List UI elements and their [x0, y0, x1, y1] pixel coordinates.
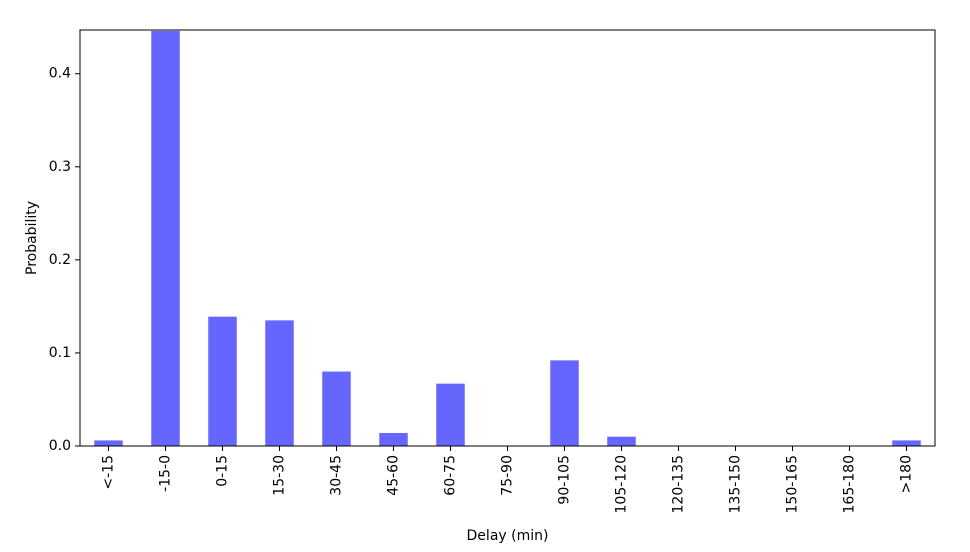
- x-tick-label: 165-180: [842, 455, 858, 514]
- y-tick-label: 0.2: [49, 252, 71, 268]
- bar: [208, 316, 237, 446]
- bars-group: [94, 30, 921, 446]
- x-tick-label: 150-165: [785, 455, 801, 514]
- bar: [379, 432, 408, 446]
- x-tick-label: 135-150: [728, 455, 744, 514]
- bar: [151, 30, 180, 446]
- x-tick-label: 120-135: [671, 455, 687, 514]
- bar: [607, 436, 636, 446]
- x-tick-label: <-15: [101, 455, 117, 490]
- x-axis-label: Delay (min): [467, 528, 549, 544]
- bar: [436, 383, 465, 446]
- bar: [94, 440, 123, 446]
- y-axis-ticks: 0.0 0.1 0.2 0.3 0.4: [49, 66, 80, 454]
- x-tick-label: 105-120: [614, 455, 630, 514]
- y-tick-label: 0.3: [49, 159, 71, 175]
- x-tick-label: 60-75: [443, 455, 459, 496]
- x-tick-label: 45-60: [386, 455, 402, 496]
- y-axis-label: Probability: [24, 201, 40, 275]
- y-tick-label: 0.1: [49, 345, 71, 361]
- x-tick-label: 75-90: [500, 455, 516, 496]
- x-tick-label: -15-0: [158, 455, 174, 492]
- x-tick-label: 90-105: [557, 455, 573, 505]
- bar: [322, 371, 351, 446]
- y-tick-label: 0.4: [49, 66, 71, 82]
- y-tick-label: 0.0: [49, 438, 71, 454]
- x-tick-label: 15-30: [272, 455, 288, 496]
- bar: [550, 360, 579, 446]
- bar: [892, 440, 921, 446]
- x-tick-label: 30-45: [329, 455, 345, 496]
- bar: [265, 320, 294, 446]
- x-tick-label: >180: [899, 455, 915, 493]
- x-axis-ticks: <-15 -15-0 0-15 15-30 30-45 45-60 60-75 75-90 90…: [101, 446, 915, 514]
- x-tick-label: 0-15: [215, 455, 231, 487]
- plot-frame: [79, 29, 936, 447]
